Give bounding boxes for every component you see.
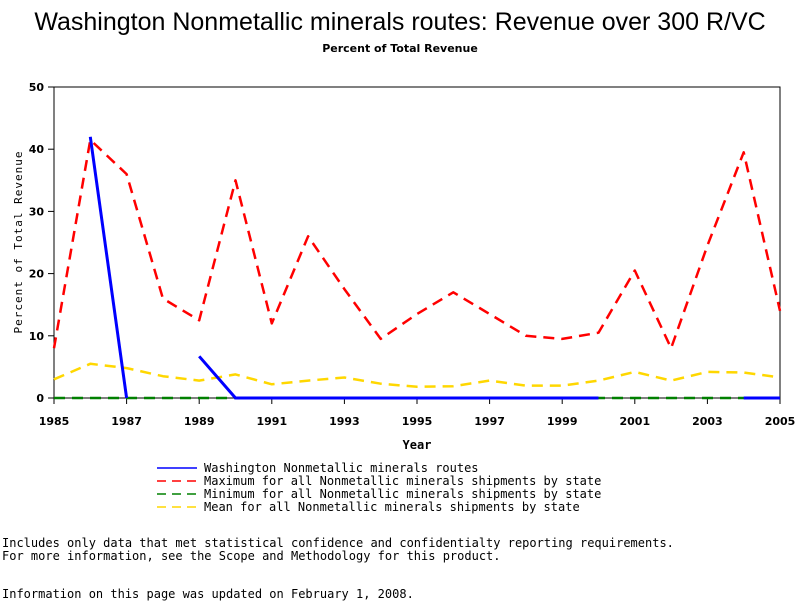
series-line [88,136,129,399]
x-tick-label: 1997 [474,415,505,428]
footnote-updated: Information on this page was updated on … [2,587,414,601]
series-line [52,138,782,350]
footnote-confidence: Includes only data that met statistical … [2,536,674,550]
legend-label: Washington Nonmetallic minerals routes [204,461,479,475]
chart-subtitle: Percent of Total Revenue [322,42,478,55]
series-lines [52,136,782,400]
chart-title: Washington Nonmetallic minerals routes: … [34,8,766,36]
legend-label: Mean for all Nonmetallic minerals shipme… [204,500,580,514]
plot-frame [53,86,781,399]
y-tick-label: 40 [29,143,45,156]
x-tick-label: 1991 [256,415,287,428]
x-tick-label: 1989 [184,415,215,428]
x-tick-label: 2005 [765,415,796,428]
legend-label: Maximum for all Nonmetallic minerals shi… [204,474,601,488]
line-chart: Year Percent of Total Revenue 1985 1987 19… [12,81,796,514]
y-axis-ticks: 0 10 20 30 40 50 [29,81,54,405]
x-axis-ticks: 1985 1987 1989 1991 1993 1995 1997 1999 2001 2003… [39,398,796,428]
x-tick-label: 2003 [692,415,723,428]
legend: Washington Nonmetallic minerals routesMa… [157,461,601,514]
legend-label: Minimum for all Nonmetallic minerals shi… [204,487,601,501]
y-tick-label: 50 [29,81,45,94]
y-tick-label: 0 [36,392,44,405]
x-tick-label: 1985 [39,415,70,428]
x-tick-label: 1987 [111,415,142,428]
y-axis-label: Percent of Total Revenue [12,151,25,334]
y-tick-label: 30 [29,205,45,218]
x-tick-label: 1995 [402,415,433,428]
series-line [198,355,599,400]
x-axis-label: Year [403,438,432,452]
x-tick-label: 1993 [329,415,360,428]
x-tick-label: 1999 [547,415,578,428]
y-tick-label: 10 [29,330,45,343]
x-tick-label: 2001 [619,415,650,428]
footnote-methodology: For more information, see the Scope and … [2,549,501,563]
y-tick-label: 20 [29,268,45,281]
series-line [53,362,781,389]
